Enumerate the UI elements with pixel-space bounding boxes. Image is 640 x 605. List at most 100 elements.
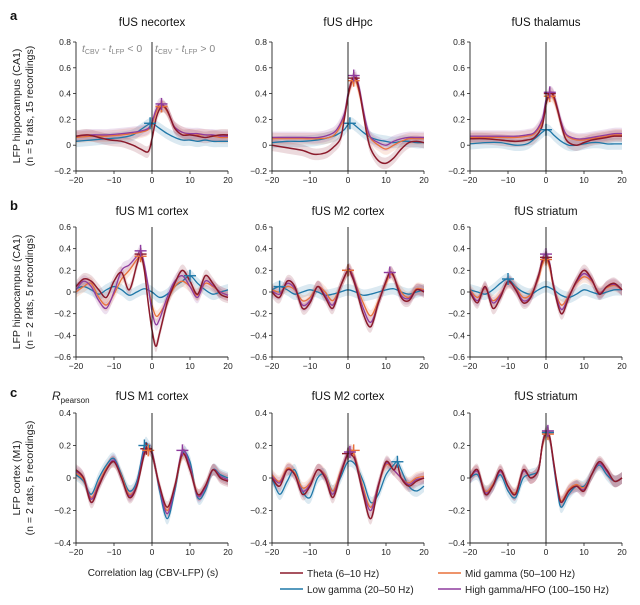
y-tick-label-a1: 0 bbox=[66, 140, 71, 150]
x-tick-label-b3: 20 bbox=[617, 361, 627, 371]
x-tick-label-b3: 10 bbox=[579, 361, 589, 371]
y-axis-label-line2: (n = 2 rats, 5 recordings) bbox=[24, 235, 36, 350]
x-tick-label-a2: 10 bbox=[381, 175, 391, 185]
x-tick-label-c2: −10 bbox=[303, 547, 318, 557]
x-tick-label-b1: 10 bbox=[185, 361, 195, 371]
x-tick-label-c1: −10 bbox=[107, 547, 122, 557]
x-tick-label-a2: 0 bbox=[346, 175, 351, 185]
y-tick-label-b1: 0.2 bbox=[59, 265, 71, 275]
y-tick-label-c2: −0.4 bbox=[250, 538, 267, 548]
y-tick-label-a3: 0.8 bbox=[453, 37, 465, 47]
y-tick-label-a2: 0.6 bbox=[255, 63, 267, 73]
series-line-low-gamma-c2 bbox=[271, 460, 425, 504]
peak-marker-high-gamma-c2 bbox=[343, 446, 356, 458]
y-tick-label-c1: 0.2 bbox=[59, 441, 71, 451]
x-tick-label-a2: −20 bbox=[265, 175, 280, 185]
error-band-low-gamma-c2 bbox=[272, 455, 424, 509]
y-tick-label-b2: −0.2 bbox=[250, 309, 267, 319]
y-tick-label-b2: −0.4 bbox=[250, 330, 267, 340]
y-tick-label-a1: 0.4 bbox=[59, 89, 71, 99]
x-tick-label-c2: 20 bbox=[419, 547, 429, 557]
panel-title-a3: fUS thalamus bbox=[511, 17, 580, 29]
x-tick-label-b2: 20 bbox=[419, 361, 429, 371]
y-tick-label-c1: 0.4 bbox=[59, 408, 71, 418]
x-tick-label-b2: 10 bbox=[381, 361, 391, 371]
panel-letter-a: a bbox=[10, 8, 18, 23]
peak-marker-high-gamma-a2 bbox=[347, 69, 360, 82]
panel-title-b1: fUS M1 cortex bbox=[116, 206, 189, 218]
x-tick-label-b3: 0 bbox=[544, 361, 549, 371]
series-line-theta-a3 bbox=[469, 92, 623, 146]
y-tick-label-b3: 0 bbox=[460, 287, 465, 297]
x-tick-label-b1: −10 bbox=[107, 361, 122, 371]
peak-marker-theta-c1 bbox=[140, 442, 153, 455]
series-line-low-gamma-a1 bbox=[75, 122, 228, 143]
series-line-theta-a2 bbox=[271, 76, 425, 165]
y-tick-label-c3: 0.4 bbox=[453, 408, 465, 418]
x-tick-label-a1: −10 bbox=[107, 175, 122, 185]
y-axis-label-line2: (n = 2 rats, 5 recordings) bbox=[24, 421, 36, 536]
y-tick-label-a3: −0.2 bbox=[448, 166, 465, 176]
y-tick-label-a2: 0.2 bbox=[255, 114, 267, 124]
peak-marker-high-gamma-a1 bbox=[155, 97, 168, 110]
x-tick-label-c2: 10 bbox=[381, 547, 391, 557]
y-tick-label-b2: 0.6 bbox=[255, 222, 267, 232]
y-tick-label-a1: 0.6 bbox=[59, 63, 71, 73]
y-tick-label-a2: −0.2 bbox=[250, 166, 267, 176]
peak-marker-low-gamma-b2 bbox=[273, 280, 286, 293]
y-tick-label-c2: −0.2 bbox=[250, 506, 267, 516]
x-tick-label-c3: −20 bbox=[463, 547, 478, 557]
error-band-mid-gamma-a2 bbox=[272, 74, 424, 155]
error-band-theta-a1 bbox=[76, 100, 228, 158]
peak-marker-low-gamma-a2 bbox=[343, 117, 356, 130]
y-axis-label-row-c: LFP cortex (M1)(n = 2 rats, 5 recordings… bbox=[11, 421, 36, 536]
series-line-low-gamma-a3 bbox=[469, 129, 622, 147]
x-tick-label-c3: −10 bbox=[501, 547, 516, 557]
panel-title-c2: fUS M2 cortex bbox=[312, 391, 385, 403]
y-tick-label-b2: 0.4 bbox=[255, 244, 267, 254]
panel-letter-c: c bbox=[10, 385, 17, 400]
x-tick-label-b1: −20 bbox=[69, 361, 84, 371]
y-tick-label-b3: 0.4 bbox=[453, 244, 465, 254]
x-tick-label-b2: −10 bbox=[303, 361, 318, 371]
peak-marker-high-gamma-b1 bbox=[134, 244, 147, 257]
series-line-theta-c2 bbox=[271, 451, 425, 520]
y-tick-label-c2: 0 bbox=[262, 473, 267, 483]
y-tick-label-b1: −0.4 bbox=[54, 330, 71, 340]
y-tick-label-b3: 0.6 bbox=[453, 222, 465, 232]
legend-label-high-gamma: High gamma/HFO (100–150 Hz) bbox=[465, 585, 609, 596]
error-band-mid-gamma-a3 bbox=[470, 90, 622, 147]
y-tick-label-a3: 0 bbox=[460, 140, 465, 150]
y-tick-label-b2: 0 bbox=[262, 287, 267, 297]
x-tick-label-b3: −20 bbox=[463, 361, 478, 371]
x-tick-label-c1: 0 bbox=[150, 547, 155, 557]
y-axis-label-row-b: LFP hippocampus (CA1)(n = 2 rats, 5 reco… bbox=[11, 235, 36, 350]
x-tick-label-b1: 20 bbox=[223, 361, 233, 371]
y-tick-label-c2: 0.2 bbox=[255, 441, 267, 451]
panel-title-b3: fUS striatum bbox=[514, 206, 577, 218]
panel-letter-b: b bbox=[10, 198, 18, 213]
peak-marker-high-gamma-c3 bbox=[541, 424, 554, 437]
y-tick-label-a1: −0.2 bbox=[54, 166, 71, 176]
x-tick-label-b1: 0 bbox=[150, 361, 155, 371]
peak-marker-low-gamma-b3 bbox=[502, 273, 514, 285]
y-tick-label-c2: 0.4 bbox=[255, 408, 267, 418]
y-tick-label-c1: −0.4 bbox=[54, 538, 71, 548]
y-tick-label-b1: 0.6 bbox=[59, 222, 71, 232]
y-tick-label-a3: 0.2 bbox=[453, 114, 465, 124]
x-tick-label-c1: 20 bbox=[223, 547, 233, 557]
y-axis-label-line1: LFP hippocampus (CA1) bbox=[11, 49, 23, 164]
y-tick-label-a1: 0.8 bbox=[59, 37, 71, 47]
y-tick-label-a2: 0 bbox=[262, 140, 267, 150]
error-band-theta-a3 bbox=[470, 87, 622, 151]
y-tick-label-c1: −0.2 bbox=[54, 506, 71, 516]
x-tick-label-a3: −20 bbox=[463, 175, 478, 185]
x-tick-label-a1: −20 bbox=[69, 175, 84, 185]
y-tick-label-b3: −0.2 bbox=[448, 309, 465, 319]
y-tick-label-c3: −0.4 bbox=[448, 538, 465, 548]
annotation-left: tCBV - tLFP < 0 bbox=[82, 43, 142, 56]
peak-marker-low-gamma-c2 bbox=[391, 455, 404, 468]
annotation-right: tCBV - tLFP > 0 bbox=[155, 43, 215, 56]
legend-label-mid-gamma: Mid gamma (50–100 Hz) bbox=[465, 569, 575, 580]
